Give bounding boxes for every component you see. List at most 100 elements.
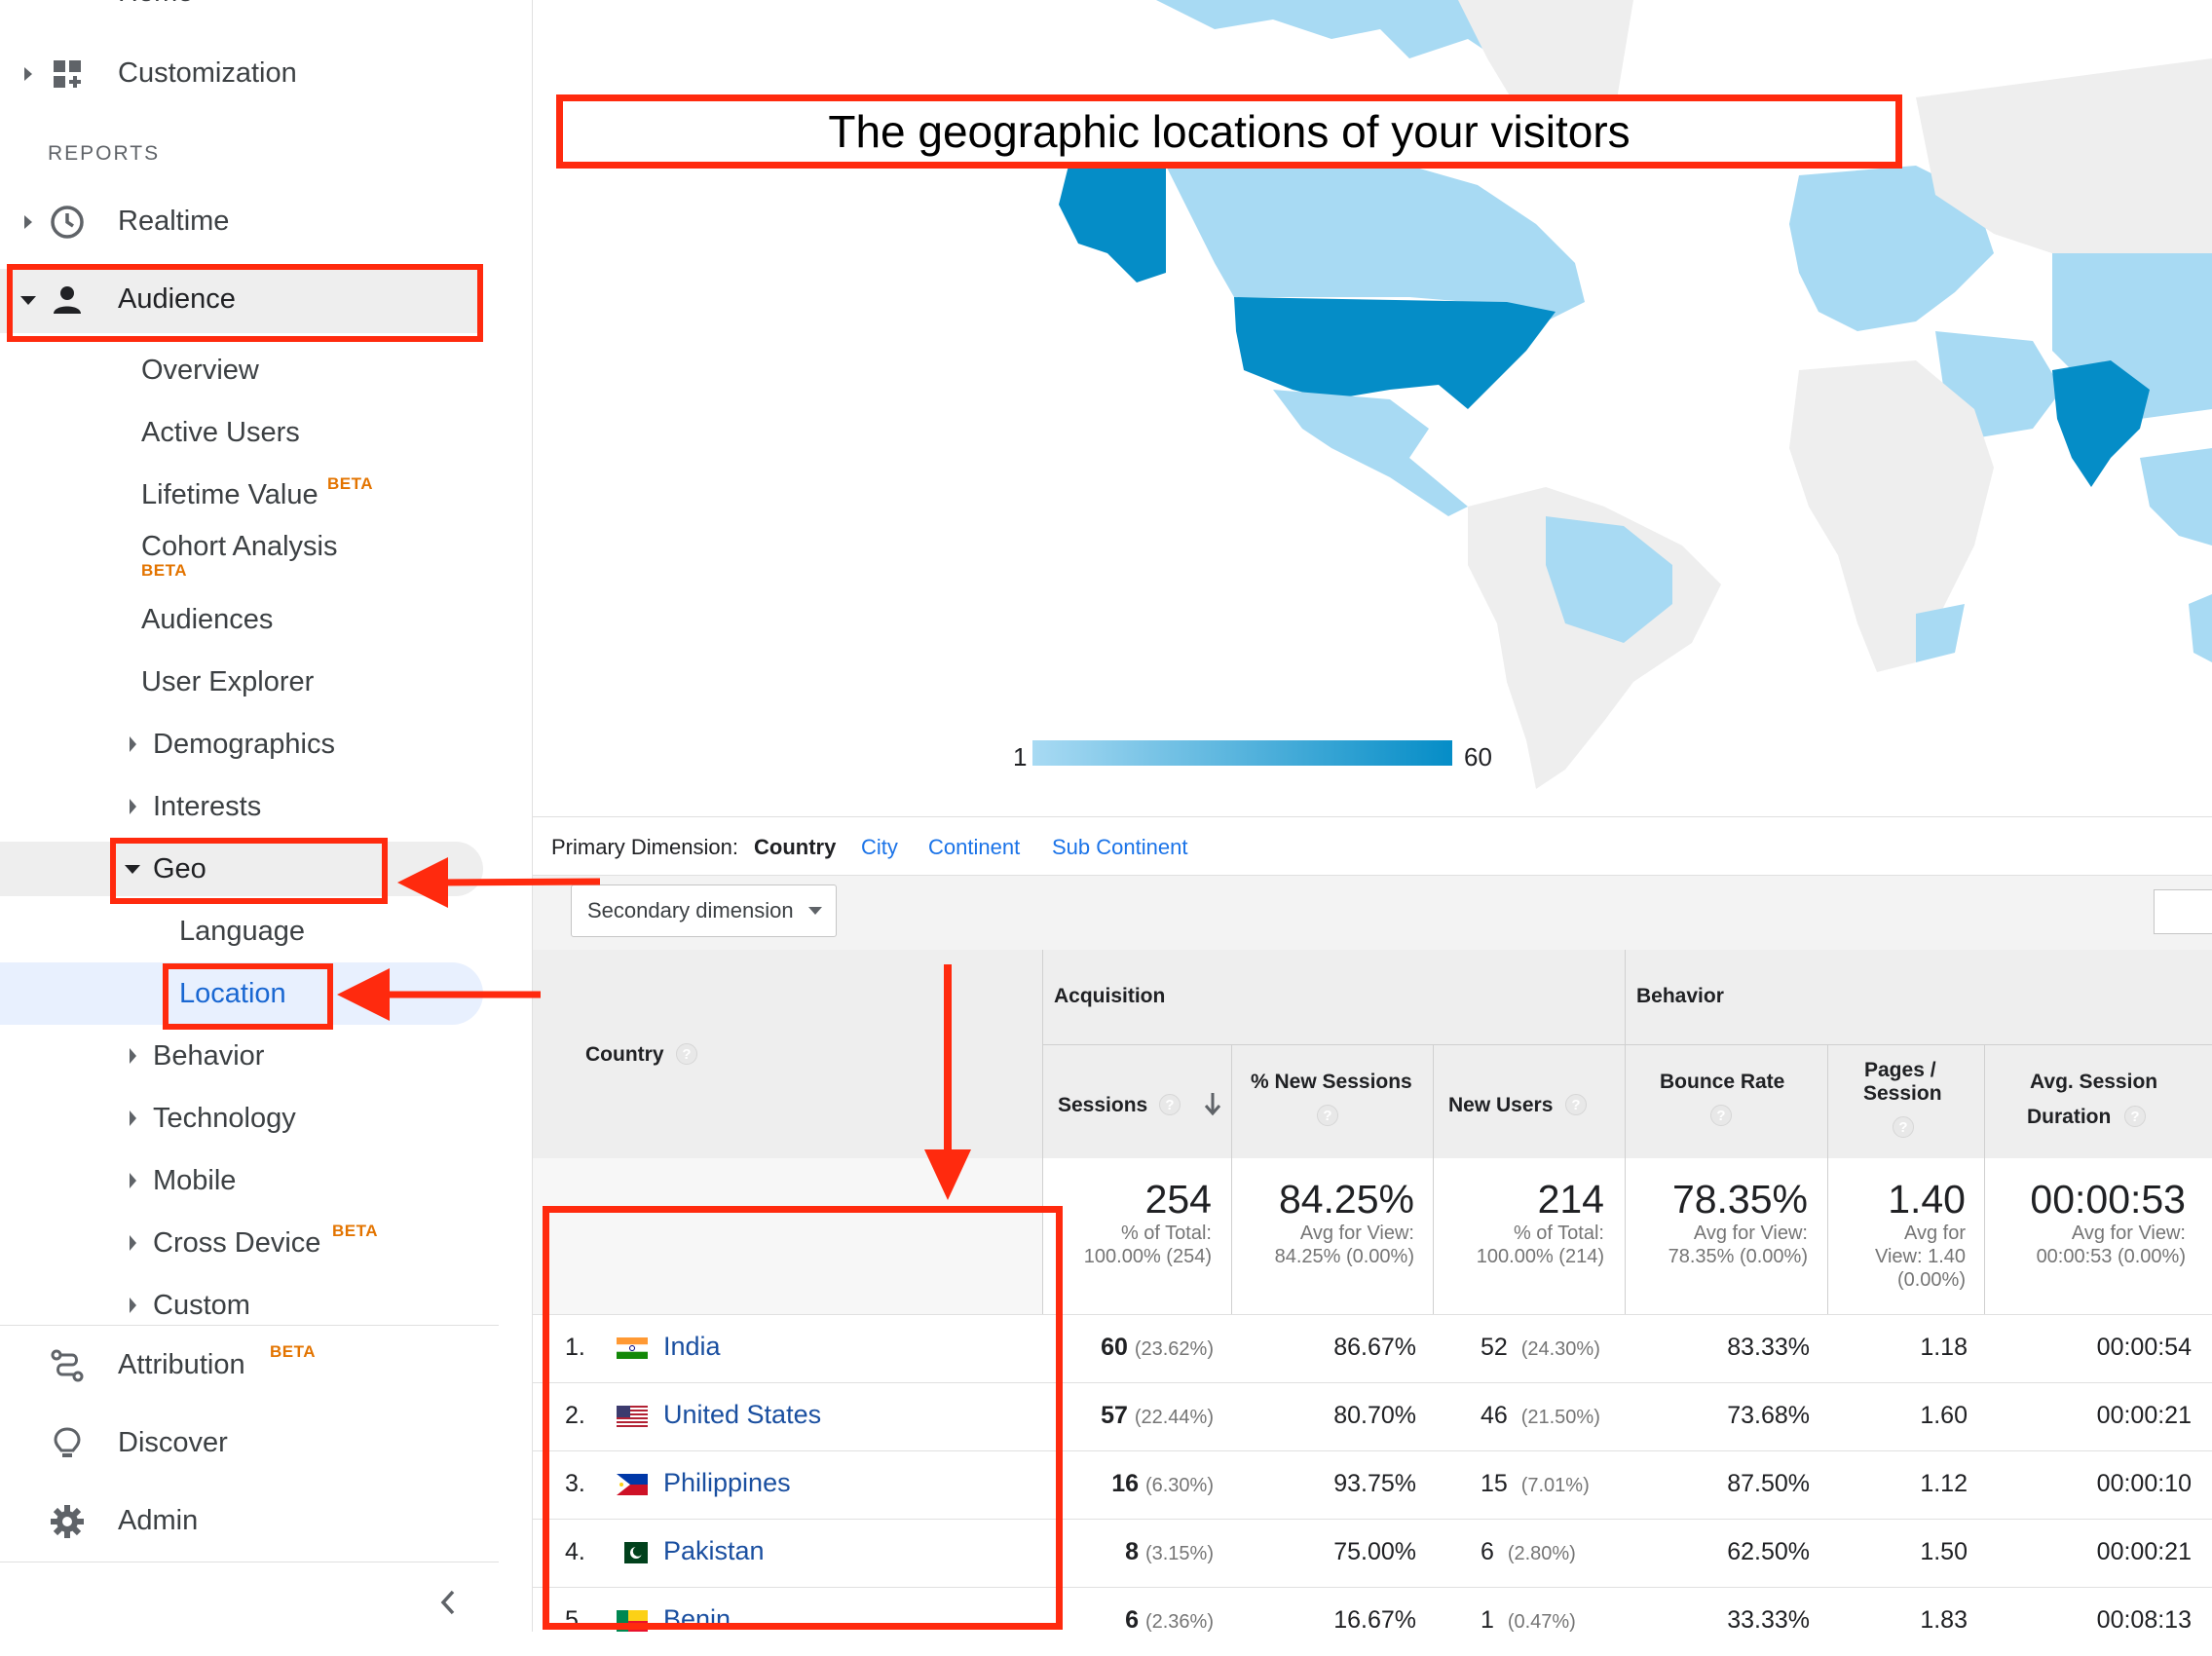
nav-demographics[interactable]: Demographics bbox=[153, 729, 335, 760]
col-bounce-rate[interactable]: Bounce Rate bbox=[1660, 1071, 1785, 1093]
map-region-russia[interactable] bbox=[1916, 58, 2212, 273]
nav-realtime[interactable]: Realtime bbox=[0, 193, 532, 251]
table-row[interactable] bbox=[533, 1450, 2212, 1520]
map-region-se-asia[interactable] bbox=[2140, 448, 2212, 546]
table-row[interactable] bbox=[533, 1519, 2212, 1588]
annotation-box: The geographic locations of your visitor… bbox=[556, 94, 1902, 169]
nav-user-explorer[interactable]: User Explorer bbox=[141, 666, 315, 697]
dimension-country[interactable]: Country bbox=[754, 835, 837, 859]
col-new-sessions[interactable]: % New Sessions bbox=[1251, 1071, 1412, 1093]
new-users-value: 52 bbox=[1481, 1334, 1508, 1361]
map-region-australia[interactable] bbox=[2189, 594, 2212, 662]
map-region-europe[interactable] bbox=[1789, 166, 1994, 331]
col-country[interactable]: Country bbox=[585, 1043, 664, 1066]
country-link[interactable]: Pakistan bbox=[663, 1536, 765, 1565]
country-link[interactable]: India bbox=[663, 1332, 721, 1361]
dimension-continent[interactable]: Continent bbox=[928, 835, 1021, 859]
nav-location[interactable]: Location bbox=[179, 978, 286, 1009]
country-link[interactable]: United States bbox=[663, 1400, 822, 1429]
nav-custom[interactable]: Custom bbox=[153, 1290, 250, 1321]
nav-discover[interactable]: Discover bbox=[0, 1414, 532, 1473]
total-pages-session-sub: (0.00%) bbox=[1896, 1269, 1966, 1291]
nav-audience-bg bbox=[0, 269, 477, 333]
nav-home[interactable]: Home bbox=[0, 0, 532, 25]
philippines-flag bbox=[617, 1474, 648, 1495]
total-pages-session-sub: View: 1.40 bbox=[1874, 1246, 1966, 1267]
nav-lifetime-value[interactable]: Lifetime Value bbox=[141, 479, 319, 510]
nav-attribution[interactable]: Attribution BETA bbox=[0, 1336, 532, 1395]
col-avg-duration-2[interactable]: Duration bbox=[2027, 1106, 2112, 1128]
primary-dimension-label: Primary Dimension: bbox=[551, 835, 738, 859]
nav-mobile[interactable]: Mobile bbox=[153, 1165, 237, 1196]
col-pages-session-2[interactable]: Session bbox=[1863, 1082, 1942, 1105]
sessions-pct: (2.36%) bbox=[1144, 1611, 1214, 1633]
secondary-dimension-dropdown[interactable]: Secondary dimension bbox=[571, 884, 837, 937]
table-row[interactable] bbox=[533, 1382, 2212, 1451]
collapse-sidebar-icon[interactable] bbox=[436, 1588, 460, 1617]
map-region-mexico[interactable] bbox=[1273, 390, 1468, 516]
nav-interests[interactable]: Interests bbox=[153, 791, 262, 822]
nav-audience[interactable]: Audience bbox=[0, 271, 532, 329]
dimension-sub-continent[interactable]: Sub Continent bbox=[1052, 835, 1188, 859]
help-icon[interactable]: ? bbox=[1565, 1094, 1587, 1115]
chevron-right-icon bbox=[130, 799, 136, 814]
nav-overview[interactable]: Overview bbox=[141, 355, 259, 386]
help-icon[interactable]: ? bbox=[1893, 1116, 1914, 1138]
help-icon[interactable]: ? bbox=[1159, 1094, 1181, 1115]
help-icon[interactable]: ? bbox=[1710, 1105, 1732, 1126]
row-number: 4. bbox=[565, 1538, 585, 1565]
nav-admin[interactable]: Admin bbox=[0, 1492, 532, 1551]
table-search-input[interactable] bbox=[2154, 889, 2212, 934]
india-flag bbox=[617, 1337, 648, 1359]
help-icon[interactable]: ? bbox=[676, 1043, 697, 1065]
nav-cohort-analysis[interactable]: Cohort Analysis bbox=[141, 531, 338, 562]
new-users-pct: (21.50%) bbox=[1520, 1407, 1600, 1428]
sessions-value: 8 bbox=[1125, 1538, 1140, 1565]
attribution-icon bbox=[48, 1346, 87, 1385]
map-region-africa[interactable] bbox=[1789, 360, 1994, 672]
map-region-arctic[interactable] bbox=[1156, 0, 1526, 58]
col-pages-session-1[interactable]: Pages / bbox=[1864, 1059, 1936, 1081]
map-region-canada[interactable] bbox=[1166, 166, 1585, 321]
column-divider bbox=[1042, 950, 1043, 1632]
map-region-usa[interactable] bbox=[1234, 297, 1556, 409]
total-new-users-sub: 100.00% (214) bbox=[1476, 1246, 1604, 1267]
map-region-india[interactable] bbox=[2052, 360, 2150, 487]
table-row[interactable] bbox=[533, 1314, 2212, 1383]
sessions-value: 57 bbox=[1101, 1402, 1128, 1429]
beta-badge: BETA bbox=[332, 1222, 379, 1240]
pakistan-flag bbox=[617, 1542, 648, 1563]
col-new-users[interactable]: New Users bbox=[1448, 1094, 1554, 1116]
nav-language[interactable]: Language bbox=[179, 916, 306, 947]
total-sessions: 254 bbox=[1144, 1177, 1212, 1222]
nav-customization[interactable]: Customization bbox=[0, 45, 532, 103]
help-icon[interactable]: ? bbox=[2124, 1106, 2146, 1127]
total-bounce-rate: 78.35% bbox=[1671, 1177, 1808, 1222]
arrow-to-location bbox=[337, 968, 541, 1021]
total-new-users-sub: % of Total: bbox=[1513, 1223, 1604, 1244]
map-region-alaska[interactable] bbox=[1059, 166, 1166, 282]
col-avg-duration-1[interactable]: Avg. Session bbox=[2030, 1071, 2158, 1093]
dimension-city[interactable]: City bbox=[861, 835, 898, 859]
nav-cross-device[interactable]: Cross Device bbox=[153, 1227, 321, 1259]
sort-descending-icon[interactable] bbox=[1204, 1091, 1221, 1116]
new-sessions-cell: 86.67% bbox=[1333, 1334, 1416, 1361]
divider bbox=[0, 1325, 499, 1326]
col-sessions[interactable]: Sessions bbox=[1058, 1094, 1148, 1116]
new-users-value: 6 bbox=[1481, 1538, 1494, 1565]
map-region-brazil[interactable] bbox=[1546, 516, 1672, 643]
sessions-value: 16 bbox=[1111, 1470, 1140, 1497]
map-region-south-africa[interactable] bbox=[1916, 604, 1965, 662]
nav-discover-label: Discover bbox=[118, 1427, 228, 1458]
country-link[interactable]: Philippines bbox=[663, 1468, 791, 1497]
us-flag bbox=[617, 1406, 648, 1427]
help-icon[interactable]: ? bbox=[1317, 1105, 1338, 1126]
sessions-cell: 8 (3.15%) bbox=[1052, 1538, 1214, 1566]
nav-active-users[interactable]: Active Users bbox=[141, 417, 300, 448]
nav-realtime-label: Realtime bbox=[118, 206, 230, 237]
bounce-rate-cell: 33.33% bbox=[1727, 1606, 1810, 1634]
nav-audiences[interactable]: Audiences bbox=[141, 604, 274, 635]
nav-behavior[interactable]: Behavior bbox=[153, 1040, 265, 1072]
nav-geo[interactable]: Geo bbox=[153, 853, 206, 884]
nav-technology[interactable]: Technology bbox=[153, 1103, 296, 1134]
